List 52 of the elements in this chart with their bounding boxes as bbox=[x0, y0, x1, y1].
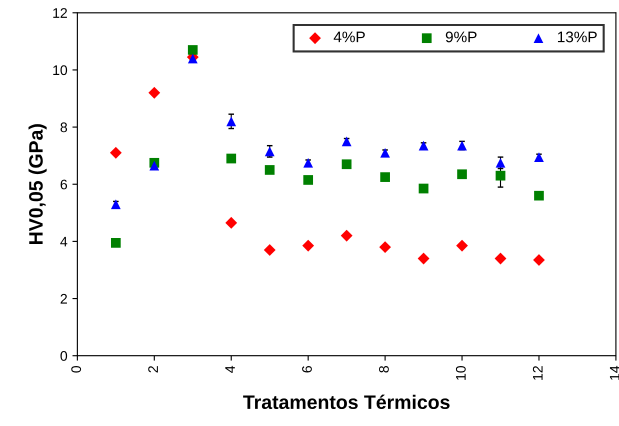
point bbox=[110, 199, 121, 210]
point bbox=[340, 230, 353, 242]
point bbox=[418, 184, 428, 194]
legend-label: 9%P bbox=[446, 32, 477, 42]
point bbox=[533, 254, 545, 266]
x-tick-label: 6 bbox=[302, 366, 312, 372]
point bbox=[303, 158, 314, 168]
point bbox=[110, 238, 121, 248]
y-tick-label: 4 bbox=[60, 236, 68, 246]
point bbox=[149, 160, 160, 171]
y-tick-label: 12 bbox=[53, 8, 67, 18]
y-tick-label: 2 bbox=[60, 294, 67, 304]
point bbox=[418, 252, 430, 264]
point bbox=[110, 146, 122, 159]
y-tick-label: 10 bbox=[53, 65, 68, 76]
point bbox=[225, 216, 238, 229]
point bbox=[342, 159, 352, 170]
x-tick-label: 0 bbox=[71, 366, 82, 373]
point bbox=[226, 154, 236, 164]
x-tick-label: 8 bbox=[379, 366, 389, 373]
y-tick-label: 8 bbox=[60, 122, 68, 132]
point bbox=[380, 172, 390, 182]
point bbox=[380, 148, 390, 158]
y-axis-title: HV0,05 (GPa) bbox=[28, 124, 47, 244]
point bbox=[457, 169, 467, 180]
point bbox=[534, 152, 544, 162]
point bbox=[302, 240, 314, 252]
point bbox=[534, 190, 544, 201]
point bbox=[264, 165, 275, 175]
point bbox=[418, 140, 428, 151]
point bbox=[303, 175, 314, 185]
point bbox=[496, 170, 506, 181]
point bbox=[264, 244, 276, 256]
y-tick-label: 0 bbox=[60, 351, 68, 361]
point bbox=[494, 252, 506, 264]
point bbox=[264, 146, 275, 156]
point bbox=[188, 54, 198, 64]
legend-label: 4%P bbox=[334, 32, 365, 42]
point bbox=[456, 240, 468, 252]
point bbox=[148, 86, 160, 99]
point bbox=[188, 45, 198, 55]
x-tick-label: 4 bbox=[225, 366, 235, 373]
x-tick-label: 12 bbox=[532, 366, 543, 380]
x-axis-title: Tratamentos Térmicos bbox=[243, 394, 450, 410]
legend-label: 13%P bbox=[558, 32, 597, 42]
point bbox=[226, 116, 236, 126]
y-tick-label: 6 bbox=[60, 180, 68, 190]
x-tick-label: 10 bbox=[456, 366, 466, 380]
point bbox=[379, 241, 391, 254]
x-tick-label: 14 bbox=[610, 366, 619, 380]
x-tick-label: 2 bbox=[148, 366, 158, 372]
point bbox=[342, 136, 352, 146]
